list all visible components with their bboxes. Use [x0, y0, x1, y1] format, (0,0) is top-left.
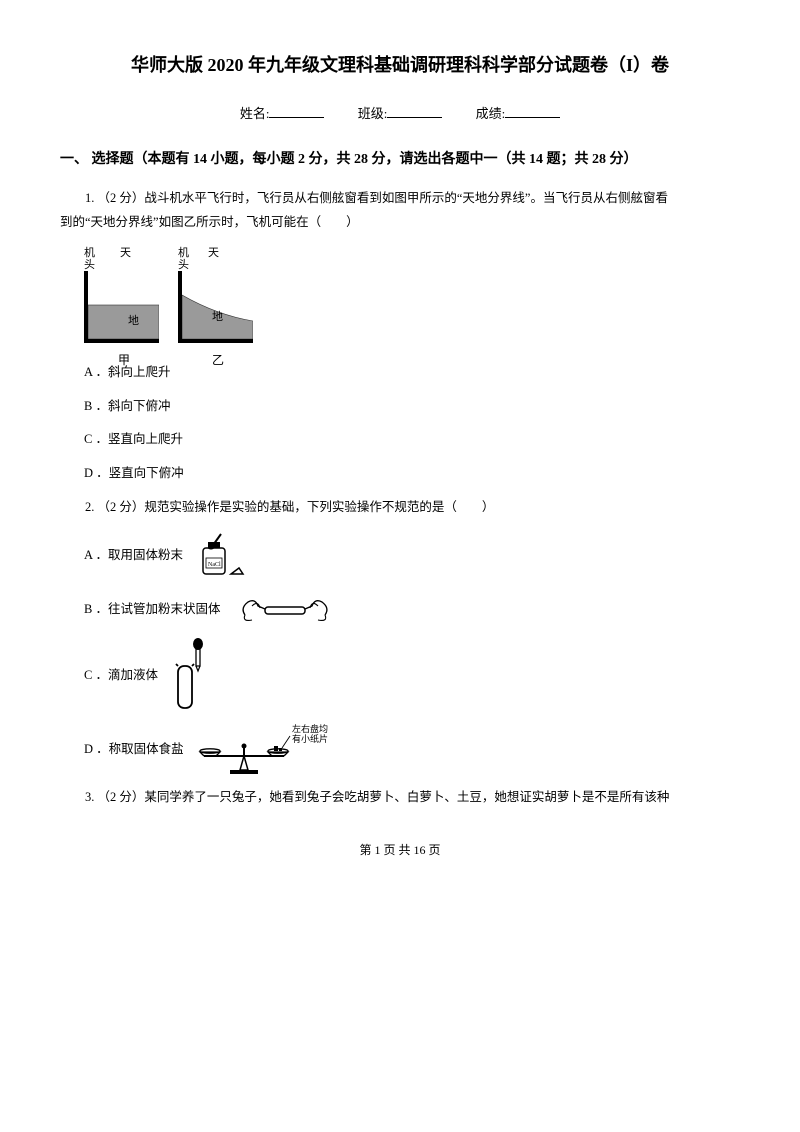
caption-yi: 乙	[178, 349, 258, 372]
question-3: 3. （2 分）某同学养了一只兔子，她看到兔子会吃胡萝卜、白萝卜、土豆，她想证实…	[60, 786, 740, 810]
diagram-frame-jia: 机头 天 地 甲	[84, 247, 164, 347]
label-sky-b: 天	[194, 247, 258, 271]
svg-text:有小纸片: 有小纸片	[292, 733, 328, 744]
q1-choice-d[interactable]: D ．竖直向下俯冲	[84, 462, 740, 486]
frame-yi-border: 地	[178, 271, 253, 343]
q1-choice-c[interactable]: C ．竖直向上爬升	[84, 428, 740, 452]
diagram-frame-yi: 机头 天 地 乙	[178, 247, 258, 347]
page-footer: 第 1 页 共 16 页	[60, 839, 740, 862]
q2-choice-b-label: B ．往试管加粉末状固体	[84, 598, 220, 622]
tube-horizontal-icon	[230, 590, 340, 630]
q1-diagram: 机头 天 地 甲 机头 天 地 乙	[84, 247, 740, 347]
student-info-row: 姓名: 班级: 成绩:	[60, 102, 740, 127]
question-2: 2. （2 分）规范实验操作是实验的基础，下列实验操作不规范的是（ ）	[60, 496, 740, 520]
doc-title: 华师大版 2020 年九年级文理科基础调研理科科学部分试题卷（I）卷	[60, 48, 740, 82]
name-label: 姓名:	[240, 106, 270, 121]
label-ground-b: 地	[212, 307, 223, 328]
footer-suffix: 页	[426, 843, 441, 857]
label-ground-a: 地	[128, 311, 139, 332]
label-head-a: 机头	[84, 247, 100, 271]
frame-jia-border: 地	[84, 271, 159, 343]
class-label: 班级:	[358, 106, 388, 121]
section-1-header: 一、 选择题（本题有 14 小题，每小题 2 分，共 28 分，请选出各题中一（…	[60, 147, 740, 174]
q2-choice-d-label: D ．称取固体食盐	[84, 738, 184, 762]
footer-mid: 页 共	[380, 843, 413, 857]
svg-text:NaCl: NaCl	[208, 562, 221, 568]
question-1: 1. （2 分）战斗机水平飞行时，飞行员从右侧舷窗看到如图甲所示的“天地分界线”…	[60, 187, 740, 235]
q1-text-2: 到的“天地分界线”如图乙所示时，飞机可能在（ ）	[60, 211, 740, 235]
caption-jia: 甲	[84, 349, 164, 372]
q2-choice-a-label: A ．取用固体粉末	[84, 544, 183, 568]
name-blank[interactable]	[269, 104, 324, 118]
footer-total: 16	[414, 843, 426, 857]
class-blank[interactable]	[387, 104, 442, 118]
label-head-b: 机头	[178, 247, 194, 271]
score-blank[interactable]	[505, 104, 560, 118]
q2-choice-d[interactable]: D ．称取固体食盐 左右盘均 有小纸片	[84, 722, 740, 778]
q2-choice-a[interactable]: A ．取用固体粉末 NaCl	[84, 530, 740, 582]
q1-choice-b[interactable]: B ．斜向下俯冲	[84, 395, 740, 419]
q2-choice-c-label: C ．滴加液体	[84, 664, 158, 688]
balance-scale-icon: 左右盘均 有小纸片	[194, 722, 334, 778]
dropper-tube-icon	[168, 638, 218, 714]
footer-prefix: 第	[359, 843, 374, 857]
label-sky-a: 天	[100, 247, 164, 271]
q2-choice-c[interactable]: C ．滴加液体	[84, 638, 740, 714]
bottle-scoop-icon: NaCl	[193, 530, 253, 582]
q1-text-1: 1. （2 分）战斗机水平飞行时，飞行员从右侧舷窗看到如图甲所示的“天地分界线”…	[85, 191, 668, 205]
svg-text:左右盘均: 左右盘均	[292, 723, 328, 734]
score-label: 成绩:	[476, 106, 506, 121]
q2-choice-b[interactable]: B ．往试管加粉末状固体	[84, 590, 740, 630]
